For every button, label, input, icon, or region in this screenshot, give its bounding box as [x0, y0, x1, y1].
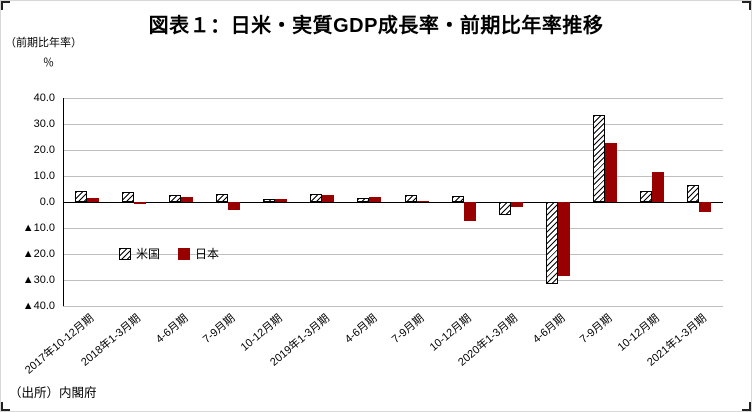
bar-us — [357, 198, 370, 202]
bar-japan — [416, 201, 429, 202]
y-axis-line — [63, 98, 64, 306]
bar-us — [451, 195, 464, 202]
x-tick-label: 7-9月期 — [389, 312, 427, 346]
y-axis-unit-line2: ％ — [43, 57, 54, 69]
bar-japan — [369, 197, 382, 202]
y-tick-label: ▲20.0 — [22, 248, 55, 260]
bar-japan — [228, 202, 240, 210]
y-axis-unit-label: （前期比年率） ％ — [5, 33, 82, 73]
legend-label-japan: 日本 — [195, 247, 220, 261]
x-tick-label: 4-6月期 — [342, 312, 380, 346]
bar-japan — [180, 196, 193, 202]
bar-us — [263, 198, 276, 202]
gridline — [63, 123, 723, 125]
gridline — [63, 149, 723, 151]
bar-japan — [652, 171, 665, 202]
gridline — [63, 305, 723, 307]
gridline — [63, 227, 723, 229]
y-tick-label: ▲30.0 — [22, 274, 55, 286]
y-tick-label: 20.0 — [33, 144, 55, 156]
us-series-swatch — [119, 247, 131, 260]
bar-us — [640, 190, 653, 202]
chart-legend: 米国 日本 — [119, 245, 219, 262]
corner-mark — [742, 1, 751, 10]
bar-us — [404, 195, 417, 202]
gridline — [63, 175, 723, 177]
x-tick-label: 4-6月期 — [530, 312, 568, 346]
bar-japan — [275, 198, 288, 202]
bar-us — [546, 202, 558, 284]
bar-us — [687, 185, 700, 202]
japan-series-swatch — [178, 247, 191, 260]
y-tick-label: ▲10.0 — [22, 222, 55, 234]
y-tick-label: 30.0 — [33, 118, 55, 130]
chart-title: 図表１：日米・実質GDP成長率・前期比年率推移 — [148, 15, 604, 37]
bar-us — [168, 194, 181, 202]
legend-item-us: 米国 — [119, 245, 160, 262]
legend-item-japan: 日本 — [178, 245, 219, 262]
x-tick-label: 4-6月期 — [153, 312, 191, 346]
bar-us — [216, 194, 228, 202]
gridline — [63, 97, 723, 99]
y-tick-label: 40.0 — [33, 92, 55, 104]
zero-axis-line — [63, 201, 723, 203]
bar-japan — [605, 142, 618, 202]
y-tick-label: 0.0 — [39, 196, 55, 208]
gridline — [63, 279, 723, 281]
y-tick-label: 10.0 — [33, 170, 55, 182]
bar-us — [593, 115, 606, 202]
bar-us — [310, 194, 323, 202]
bar-japan — [463, 202, 476, 221]
bar-us — [498, 202, 511, 215]
corner-mark — [742, 402, 751, 411]
bar-us — [74, 191, 87, 202]
bar-japan — [699, 202, 712, 213]
bar-japan — [133, 202, 146, 205]
corner-mark — [1, 402, 10, 411]
x-tick-label: 7-9月期 — [578, 312, 615, 346]
bar-japan — [510, 202, 523, 208]
gridline — [63, 253, 723, 255]
bar-japan — [322, 195, 335, 202]
bar-japan — [558, 202, 570, 277]
source-note: （出所）内閣府 — [9, 386, 97, 400]
y-tick-label: ▲40.0 — [22, 300, 55, 312]
y-axis-unit-line1: （前期比年率） — [5, 37, 82, 49]
corner-mark — [1, 1, 10, 10]
bar-japan — [86, 198, 99, 202]
bar-us — [121, 192, 134, 202]
x-tick-label: 7-9月期 — [200, 312, 238, 346]
legend-label-us: 米国 — [136, 247, 161, 261]
